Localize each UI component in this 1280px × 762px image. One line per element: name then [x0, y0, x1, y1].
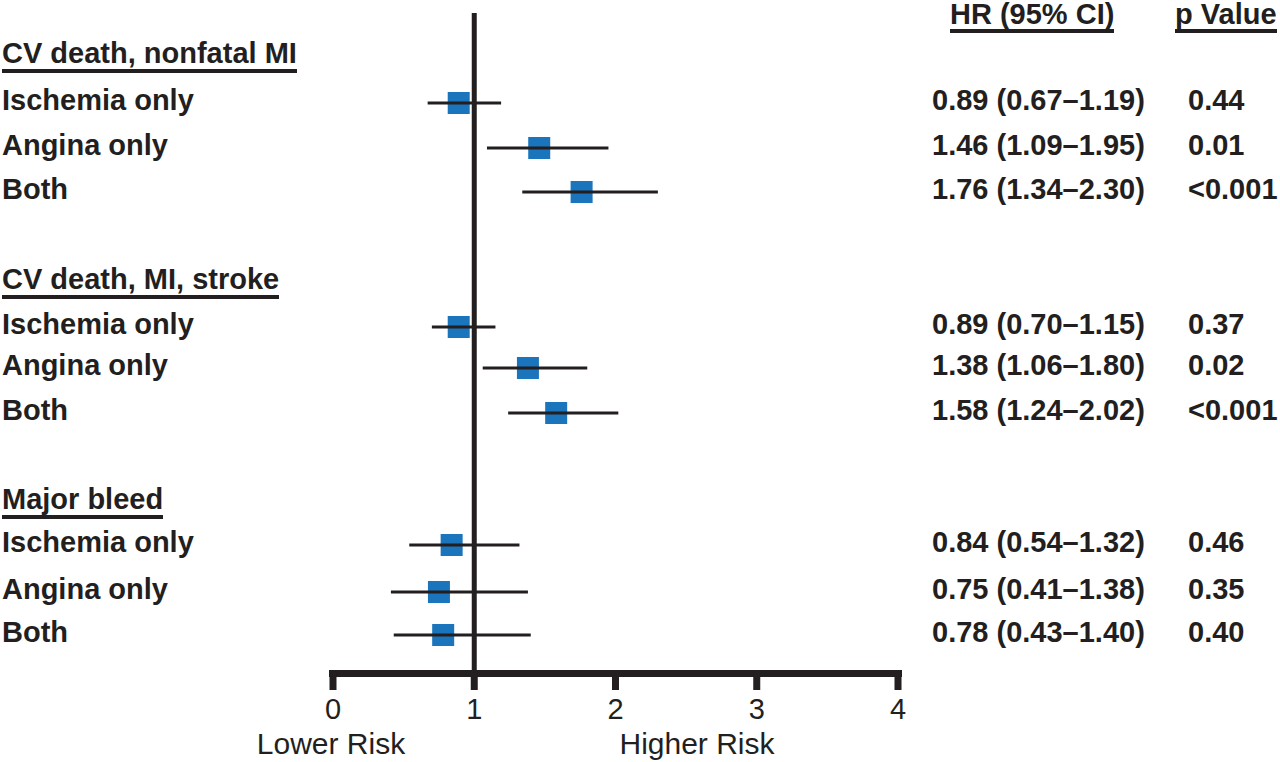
p-value: <0.001 [1188, 173, 1278, 205]
p-value: 0.35 [1188, 573, 1244, 605]
reference-line [472, 13, 477, 690]
x-axis-tick-label: 0 [293, 693, 373, 725]
p-value: 0.46 [1188, 526, 1244, 558]
p-value: <0.001 [1188, 394, 1278, 426]
x-axis-tick-label: 1 [434, 693, 514, 725]
row-label: Both [2, 616, 68, 648]
x-axis-tick-label: 3 [717, 693, 797, 725]
confidence-interval-line [391, 591, 528, 594]
row-label: Angina only [2, 129, 168, 161]
p-value: 0.40 [1188, 616, 1244, 648]
hr-ci-value: 0.89 (0.67–1.19) [932, 84, 1145, 116]
p-value-column-header: p Value [1175, 0, 1277, 33]
row-label: Ischemia only [2, 84, 194, 116]
p-value: 0.01 [1188, 129, 1244, 161]
group-header: CV death, MI, stroke [2, 263, 279, 299]
group-header: CV death, nonfatal MI [2, 37, 297, 73]
confidence-interval-line [428, 102, 501, 105]
hr-ci-value: 1.58 (1.24–2.02) [932, 394, 1145, 426]
row-label: Ischemia only [2, 526, 194, 558]
x-axis-tick-label: 2 [576, 693, 656, 725]
hr-ci-value: 0.75 (0.41–1.38) [932, 573, 1145, 605]
hr-ci-value: 0.78 (0.43–1.40) [932, 616, 1145, 648]
hr-ci-value: 1.46 (1.09–1.95) [932, 129, 1145, 161]
confidence-interval-line [394, 634, 531, 637]
x-axis-tick [753, 670, 760, 690]
higher-risk-axis-label: Higher Risk [587, 727, 807, 761]
p-value: 0.37 [1188, 308, 1244, 340]
x-axis-tick-label: 4 [858, 693, 938, 725]
forest-plot-figure: HR (95% CI) p Value CV death, nonfatal M… [0, 0, 1280, 762]
x-axis-tick [330, 670, 337, 690]
confidence-interval-line [522, 191, 658, 194]
confidence-interval-line [432, 326, 496, 329]
hr-ci-value: 0.84 (0.54–1.32) [932, 526, 1145, 558]
p-value: 0.02 [1188, 349, 1244, 381]
x-axis-tick [895, 670, 902, 690]
group-header: Major bleed [2, 483, 163, 519]
hr-ci-value: 0.89 (0.70–1.15) [932, 308, 1145, 340]
confidence-interval-line [508, 412, 618, 415]
confidence-interval-line [409, 544, 519, 547]
row-label: Both [2, 394, 68, 426]
confidence-interval-line [487, 147, 608, 150]
hr-column-header: HR (95% CI) [950, 0, 1114, 33]
row-label: Both [2, 173, 68, 205]
row-label: Angina only [2, 573, 168, 605]
p-value: 0.44 [1188, 84, 1244, 116]
x-axis-tick [471, 670, 478, 690]
row-label: Angina only [2, 349, 168, 381]
x-axis-tick [612, 670, 619, 690]
confidence-interval-line [483, 367, 588, 370]
row-label: Ischemia only [2, 308, 194, 340]
hr-ci-value: 1.38 (1.06–1.80) [932, 349, 1145, 381]
hr-ci-value: 1.76 (1.34–2.30) [932, 173, 1145, 205]
lower-risk-axis-label: Lower Risk [221, 727, 441, 761]
